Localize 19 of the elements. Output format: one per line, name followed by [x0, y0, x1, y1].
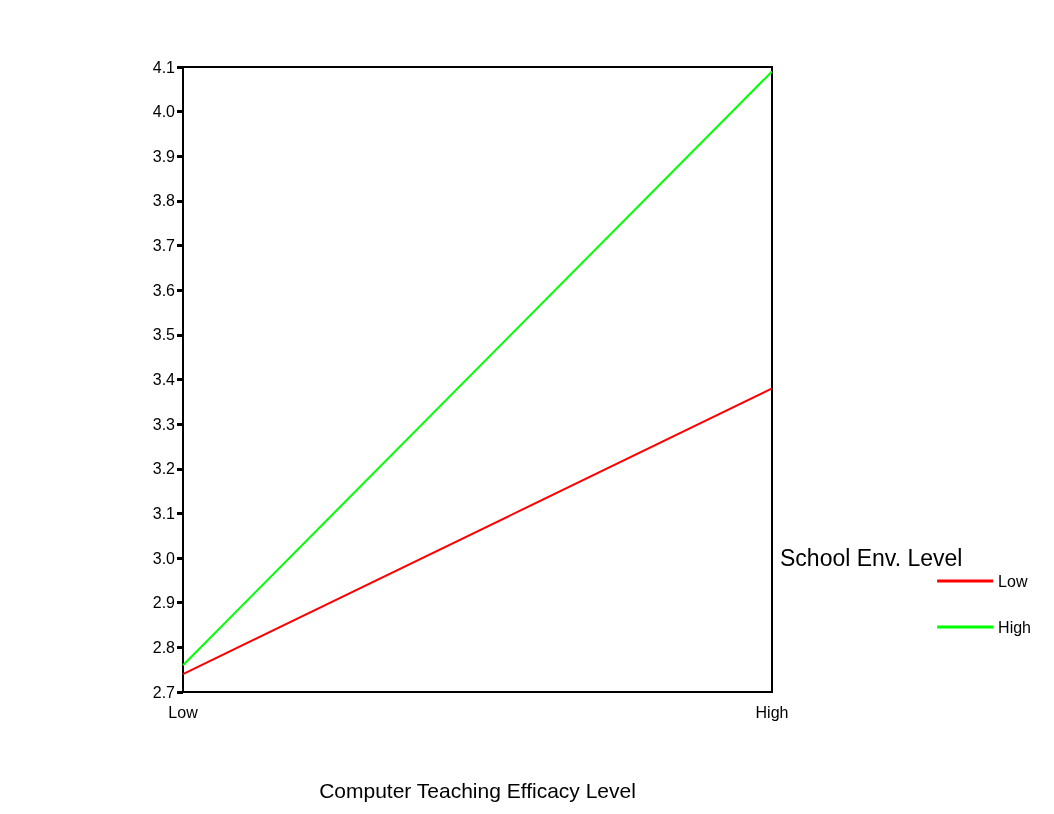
y-tick-label: 2.7 — [152, 683, 176, 701]
y-tick-label: 3.6 — [152, 281, 176, 299]
y-tick-label: 3.1 — [152, 504, 176, 522]
y-tick-label: 3.2 — [152, 460, 176, 478]
y-tick-label: 2.9 — [152, 594, 176, 612]
x-axis-title: Computer Teaching Efficacy Level — [319, 779, 636, 802]
y-tick-label: 3.7 — [152, 237, 176, 255]
legend-title: School Env. Level — [780, 544, 963, 571]
y-tick-label: 4.1 — [152, 58, 176, 76]
y-tick-label: 3.8 — [152, 192, 176, 210]
y-tick-label: 3.5 — [152, 326, 176, 344]
legend-label: Low — [998, 572, 1028, 590]
y-tick-label: 3.9 — [152, 147, 176, 165]
legend-label: High — [998, 618, 1031, 636]
y-tick-label: 3.4 — [152, 371, 176, 388]
y-tick-label: 3.0 — [152, 549, 176, 567]
y-tick-label: 4.0 — [152, 103, 176, 121]
y-tick-label: 2.8 — [152, 638, 176, 656]
y-tick-label: 3.3 — [152, 415, 176, 433]
